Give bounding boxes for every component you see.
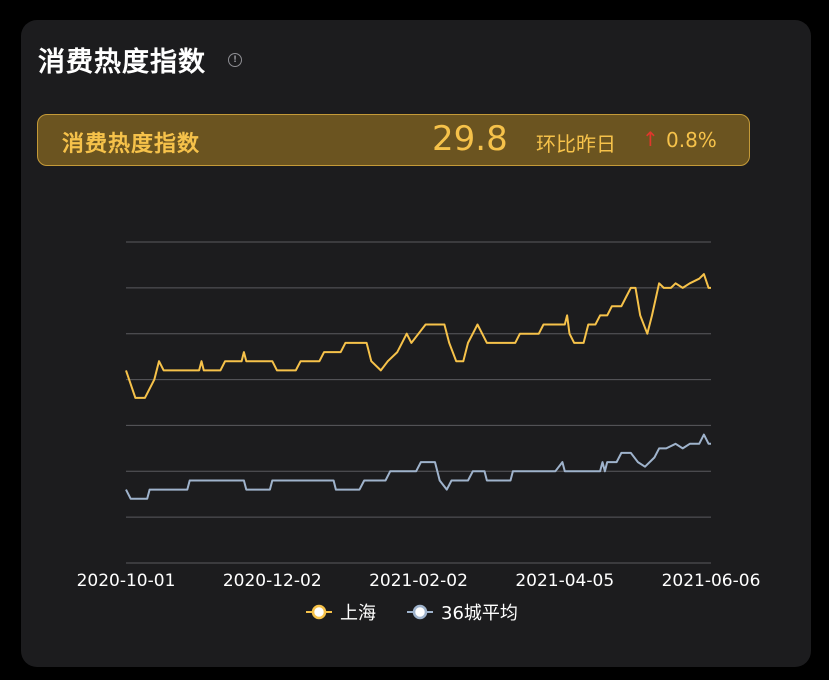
legend-label: 上海 [340,603,376,624]
x-tick-label: 2021-04-05 [515,571,614,591]
x-tick-label: 2021-06-06 [662,571,761,591]
x-tick-label: 2020-10-01 [77,571,176,591]
compare-label: 环比昨日 [536,132,616,156]
card-header: 消费热度指数 ! [38,40,242,79]
x-tick-label: 2021-02-02 [369,571,468,591]
series-line-shanghai [125,273,711,399]
index-label: 消费热度指数 [62,132,201,157]
series-line-avg36 [125,433,711,500]
arrow-up-icon: ↑ [642,127,659,151]
legend-marker [311,604,327,620]
index-summary-banner: 消费热度指数 29.8 环比昨日 ↑ 0.8% [37,114,750,166]
x-tick-label: 2020-12-02 [223,571,322,591]
card-title: 消费热度指数 [38,47,206,78]
legend-label: 36城平均 [441,603,518,624]
change-percent: 0.8% [666,128,717,152]
index-value: 29.8 [432,119,508,159]
legend-marker [412,604,428,620]
info-icon[interactable]: ! [228,52,242,67]
